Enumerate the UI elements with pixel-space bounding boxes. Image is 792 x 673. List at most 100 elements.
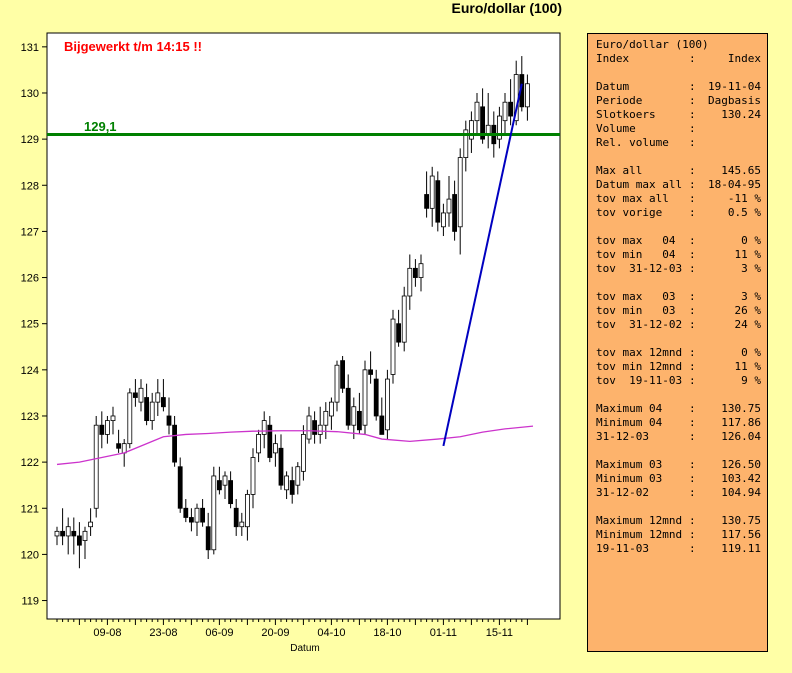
info-value: 3 % [741,262,761,275]
info-sep: : [689,458,696,471]
info-sep: : [689,360,696,373]
candle [228,471,234,509]
candle [418,254,424,292]
candle-body [155,392,161,403]
candle [144,383,150,426]
info-row: tov 31-12-03: 3 % [596,262,761,276]
candle-body [508,101,514,117]
info-key: Volume [596,122,636,135]
candle [312,411,318,444]
info-value: 130.75 [721,402,761,415]
candle [401,286,407,352]
candle [194,503,200,536]
y-tick-label: 119 [21,596,39,608]
info-key: tov min 03 [596,304,676,317]
candle [149,392,155,430]
candle [390,309,396,384]
candle-body [272,443,278,454]
info-value: Index [727,52,761,65]
info-row: Minimum 12mnd: 117.56 [596,528,761,542]
candle [345,374,351,430]
y-tick-label: 130 [21,88,39,100]
candle [323,402,329,440]
candle [71,517,77,555]
candle [172,415,178,467]
info-sep: : [689,318,696,331]
info-value: 11 % [734,248,762,261]
candle [250,448,256,509]
candle [60,508,65,546]
info-value: 0 % [741,234,761,247]
info-key: Periode [596,94,643,107]
info-value: 0 % [741,346,761,359]
candle-body [127,392,133,445]
plot-area [46,32,561,620]
candle [284,471,290,500]
candle [188,508,194,532]
info-sep: : [689,262,696,275]
info-row: Datum:19-11-04 [596,80,761,94]
info-sep: : [689,122,696,135]
info-row [596,388,761,402]
y-tick-label: 127 [21,226,39,238]
info-value: 3 % [741,290,761,303]
info-key: 31-12-02 [596,486,649,499]
candle-body [356,410,362,431]
y-tick-label: 124 [21,365,39,377]
info-value: 19-11-04 [708,80,761,93]
candle [306,406,312,444]
info-sep: : [689,514,696,527]
candle-body [183,507,189,518]
info-row [596,500,761,514]
candle-body [457,157,463,228]
info-sep: : [689,108,696,121]
candle-body [452,194,458,232]
candle-body [166,415,172,426]
info-sep: : [689,164,696,177]
candle-body [116,443,121,449]
candle [356,392,362,435]
candle-body [474,101,480,122]
info-sep: : [689,192,696,205]
candle [407,254,413,310]
candle [496,106,502,149]
info-value: 0.5 % [727,206,761,219]
candle [239,512,245,536]
candle-body [228,480,234,505]
info-key: Index [596,52,630,65]
info-row: Volume: [596,122,761,136]
info-row: Minimum 03: 103.42 [596,472,761,486]
candle-body [105,420,110,435]
candle [110,406,116,435]
candle [463,120,469,172]
info-key: tov max 12mnd [596,346,683,359]
candle [105,415,110,444]
info-value: 9 % [741,374,761,387]
info-sep: : [689,402,696,415]
candle [166,397,172,435]
candle [328,397,334,430]
candle-body [468,120,474,140]
info-sep: : [689,346,696,359]
info-row: tov min 03: 26 % [596,304,761,318]
candle-body [138,387,144,403]
candle-body [250,457,256,495]
candle-body [446,198,452,214]
candle [440,203,446,237]
moving-average-line [56,425,534,466]
info-key: tov max 04 [596,234,676,247]
info-value: 24 % [734,318,762,331]
candle-body [211,475,217,551]
candle [396,309,402,347]
info-value: 130.75 [721,514,761,527]
candle [65,517,71,555]
info-row: tov min 12mnd: 11 % [596,360,761,374]
candle-body [261,420,267,435]
candle-body [284,475,290,491]
candle [222,471,228,500]
candle [412,259,418,287]
candle [468,111,474,153]
candle [88,508,93,536]
candle-body [267,424,273,458]
candle-body [317,424,323,435]
